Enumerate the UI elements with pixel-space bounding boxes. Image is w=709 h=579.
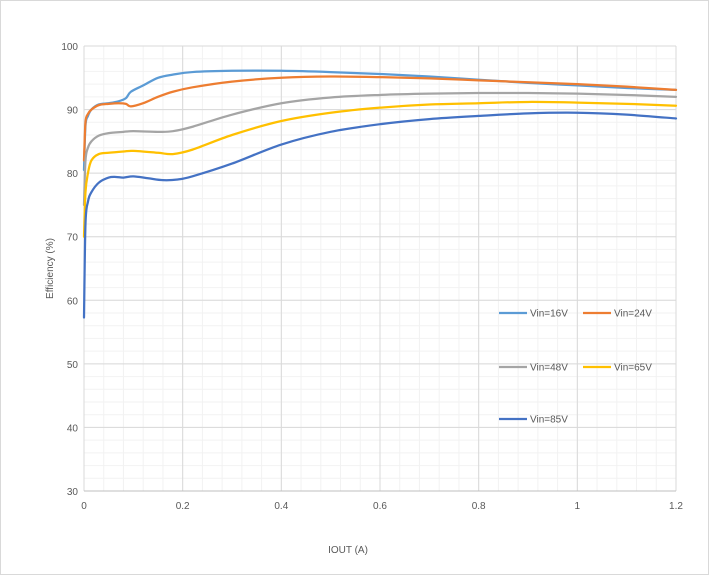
x-tick-labels: 0 0.2 0.4 0.6 0.8 1 1.2 [81, 501, 683, 512]
legend-item-vin-48v: Vin=48V [499, 363, 568, 374]
x-tick-label: 0.8 [472, 501, 486, 512]
y-tick-labels: 30 40 50 60 70 80 90 100 [61, 42, 78, 498]
y-tick-label: 70 [67, 233, 79, 244]
legend-label: Vin=85V [530, 415, 568, 426]
series-line-vin-85v [82, 111, 678, 319]
y-axis-title: Efficiency (%) [45, 238, 56, 299]
x-tick-label: 0.2 [176, 501, 190, 512]
legend-label: Vin=24V [614, 309, 652, 320]
y-tick-label: 100 [61, 42, 78, 53]
series-lines [82, 69, 678, 319]
legend-item-vin-85v: Vin=85V [499, 415, 568, 426]
series-line-vin-65v [82, 100, 678, 238]
legend-label: Vin=48V [530, 363, 568, 374]
x-tick-label: 1 [575, 501, 581, 512]
x-tick-label: 0.6 [373, 501, 387, 512]
legend-item-vin-24v: Vin=24V [583, 309, 652, 320]
legend-label: Vin=65V [614, 363, 652, 374]
x-tick-label: 0 [81, 501, 87, 512]
legend: Vin=16V Vin=24V Vin=48V Vin=65V Vin=85V [499, 309, 652, 426]
y-tick-label: 30 [67, 487, 79, 498]
legend-item-vin-65v: Vin=65V [583, 363, 652, 374]
x-axis-title: IOUT (A) [328, 545, 368, 556]
legend-label: Vin=16V [530, 309, 568, 320]
y-tick-label: 40 [67, 423, 79, 434]
y-tick-label: 50 [67, 360, 79, 371]
legend-item-vin-16v: Vin=16V [499, 309, 568, 320]
series-line-vin-24v [82, 75, 678, 162]
y-tick-label: 80 [67, 169, 79, 180]
x-tick-label: 0.4 [274, 501, 288, 512]
series-line-vin-48v [82, 91, 678, 207]
y-tick-label: 60 [67, 296, 79, 307]
x-tick-label: 1.2 [669, 501, 683, 512]
y-tick-label: 90 [67, 106, 79, 117]
